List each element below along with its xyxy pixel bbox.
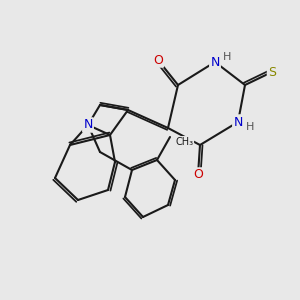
Text: O: O [153,53,163,67]
Text: N: N [210,56,220,68]
Text: H: H [246,122,254,132]
Text: N: N [83,118,93,131]
Text: S: S [268,65,276,79]
Text: N: N [233,116,243,128]
Text: O: O [193,169,203,182]
Text: CH₃: CH₃ [175,137,193,147]
Text: H: H [223,52,231,62]
